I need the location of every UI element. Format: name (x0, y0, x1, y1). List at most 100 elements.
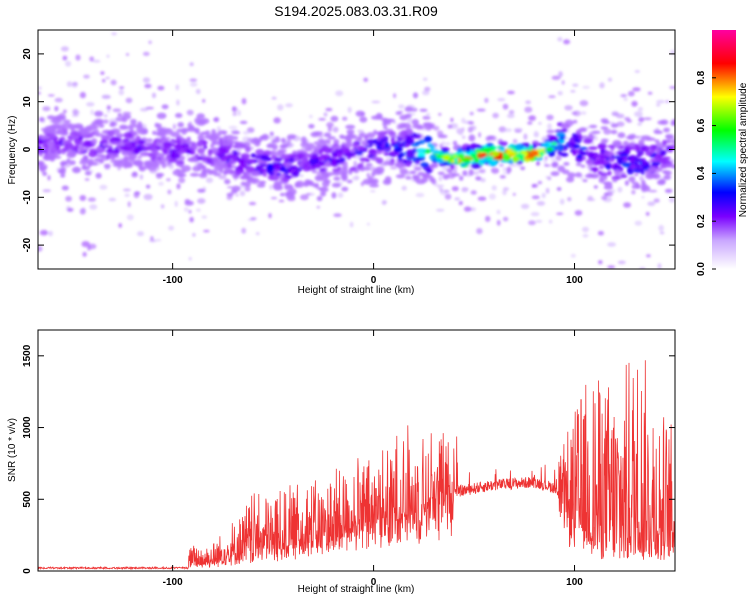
spectrogram-blob (203, 145, 208, 150)
spectrogram-blob (323, 132, 332, 138)
spectrogram-blobs (38, 32, 675, 269)
spectrogram-blob (499, 175, 506, 179)
snr-frame (37, 329, 676, 572)
spectrogram-blob (40, 149, 46, 153)
spectrogram-blob (326, 122, 334, 128)
spectrogram-blob (262, 171, 267, 177)
spectrogram-blob (280, 137, 286, 144)
spectrogram-blob (397, 142, 405, 148)
spectrogram-blob (395, 111, 402, 115)
spectrogram-blob (66, 81, 73, 87)
y-tick-label: -20 (22, 237, 33, 252)
spectrogram-blob (255, 149, 265, 156)
spectrogram-blob (639, 175, 644, 182)
spectrogram-blob (166, 178, 171, 182)
colorbar: 0.0 0.2 0.4 0.6 0.8 Normalized spectral ampl… (696, 30, 749, 276)
spectrogram-blob (106, 105, 111, 111)
spectrogram-blob (137, 155, 143, 159)
spectrogram-blob (611, 175, 621, 181)
spectrogram-blob (189, 216, 194, 223)
spectrogram-blob (631, 181, 639, 185)
spectrogram-blob (106, 54, 110, 58)
spectrogram-blob (563, 162, 570, 166)
spectrogram-blob (143, 146, 152, 151)
spectrogram-ylabel: Frequency (Hz) (7, 116, 18, 185)
spectrogram-blob (189, 144, 198, 151)
spectrogram-blob (647, 167, 657, 173)
spectrogram-blob (196, 141, 204, 147)
spectrogram-blob (362, 166, 371, 171)
spectrogram-blob (39, 229, 49, 236)
spectrogram-blob (188, 124, 195, 130)
spectrogram-blob (461, 135, 466, 139)
spectrogram-blob (647, 173, 658, 179)
spectrogram-blob (626, 168, 634, 175)
spectrogram-blob (350, 166, 357, 171)
spectrogram-blob (247, 158, 255, 164)
spectrogram-blob (197, 147, 206, 154)
spectrogram-blob (123, 141, 131, 145)
spectrogram-blob (496, 209, 501, 215)
snr-ylabel: SNR (10 * v/v) (7, 418, 18, 482)
spectrogram-blob (102, 78, 106, 83)
spectrogram-blob (535, 220, 543, 223)
spectrogram-blob (662, 139, 667, 146)
spectrogram-blob (610, 129, 618, 135)
spectrogram-blob (325, 172, 335, 176)
spectrogram-blob (347, 106, 352, 113)
spectrogram-blob (450, 117, 454, 123)
spectrogram-blob (563, 39, 571, 45)
spectrogram-blob (575, 162, 582, 167)
spectrogram-blob (81, 164, 87, 170)
spectrogram-blob (125, 53, 130, 56)
spectrogram-blob (82, 155, 89, 161)
spectrogram-blob (359, 116, 368, 123)
spectrogram-blob (607, 77, 613, 82)
spectrogram-blob (84, 178, 90, 181)
spectrogram-blob (233, 177, 238, 181)
spectrogram-blob (631, 189, 636, 195)
spectrogram-blob (437, 171, 445, 175)
spectrogram-blob (210, 162, 216, 167)
spectrogram-blob (56, 129, 64, 135)
spectrogram-blob (232, 150, 238, 157)
spectrogram-blob (659, 150, 667, 156)
spectrogram-blob (163, 144, 171, 150)
spectrogram-blob (432, 149, 440, 154)
spectrogram-blob (354, 175, 360, 181)
spectrogram-blob (54, 97, 63, 103)
spectrogram-blob (324, 179, 331, 184)
spectrogram-blob (570, 90, 576, 93)
colorbar-tick-label: 0.6 (696, 118, 707, 132)
spectrogram-blob (395, 162, 401, 167)
spectrogram-blob (625, 136, 636, 140)
spectrogram-blob (168, 225, 175, 231)
spectrogram-blob (488, 193, 496, 200)
spectrogram-blob (337, 192, 344, 198)
spectrogram-blob (271, 96, 277, 100)
spectrogram-blob (405, 143, 410, 148)
spectrogram-blob (161, 104, 169, 110)
spectrogram-blob (261, 133, 269, 141)
spectrogram-blob (119, 86, 125, 90)
spectrogram-blob (78, 136, 84, 141)
spectrogram-blob (600, 148, 606, 154)
spectrogram-blob (427, 143, 434, 148)
spectrogram-blob (533, 130, 539, 137)
spectrogram-blob (375, 131, 383, 135)
spectrogram-blob (423, 123, 434, 130)
spectrogram-blob (154, 122, 159, 128)
spectrogram-blob (192, 233, 196, 237)
spectrogram-blob (491, 185, 497, 191)
spectrogram-blob (624, 117, 631, 121)
spectrogram-blob (556, 187, 562, 191)
spectrogram-blob (49, 146, 57, 152)
spectrogram-blob (543, 160, 547, 164)
spectrogram-blob (189, 172, 200, 177)
spectrogram-blob (168, 158, 177, 163)
x-tick-label: -100 (163, 577, 183, 588)
spectrogram-blob (382, 179, 392, 186)
spectrogram-blob (144, 161, 152, 166)
spectrogram-blob (63, 119, 71, 123)
